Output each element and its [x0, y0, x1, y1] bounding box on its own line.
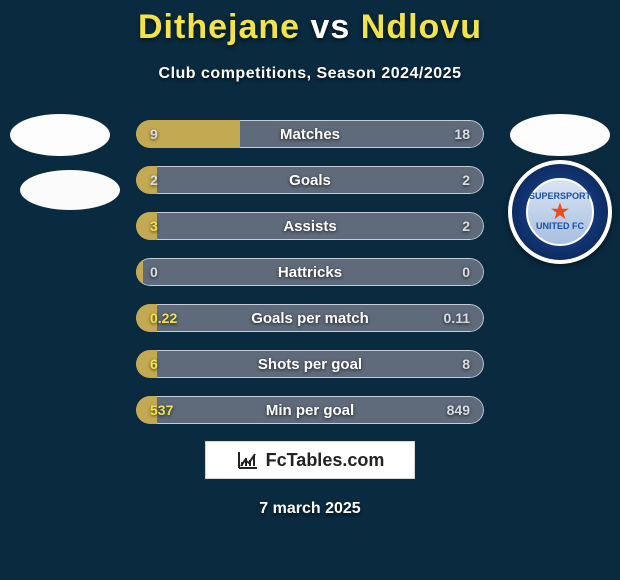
stat-row: 0.220.11Goals per match: [136, 304, 484, 332]
badge-star-icon: ★: [551, 202, 569, 222]
player2-avatar-placeholder: [510, 114, 610, 156]
stat-label: Shots per goal: [136, 350, 484, 378]
stat-row: 918Matches: [136, 120, 484, 148]
date-label: 7 march 2025: [0, 500, 620, 518]
stat-label: Hattricks: [136, 258, 484, 286]
player1-club-placeholder: [20, 170, 120, 210]
stat-row: 00Hattricks: [136, 258, 484, 286]
chart-icon: [236, 448, 260, 472]
badge-top-text: SUPERSPORT: [529, 192, 591, 202]
stat-label: Matches: [136, 120, 484, 148]
player2-name: Ndlovu: [361, 8, 482, 46]
page-title: Dithejane vs Ndlovu: [0, 8, 620, 47]
player1-avatar-placeholder: [10, 114, 110, 156]
stat-label: Assists: [136, 212, 484, 240]
vs-label: vs: [311, 8, 351, 46]
stat-label: Goals: [136, 166, 484, 194]
stat-row: 68Shots per goal: [136, 350, 484, 378]
player2-club-badge: SUPERSPORT ★ UNITED FC: [508, 160, 612, 264]
brand-name: FcTables.com: [266, 450, 385, 471]
brand-footer: FcTables.com: [205, 441, 415, 479]
badge-bottom-text: UNITED FC: [536, 222, 584, 232]
stat-row: 537849Min per goal: [136, 396, 484, 424]
stats-container: 918Matches 22Goals 32Assists 00Hattricks 0.2…: [136, 120, 484, 442]
player1-name: Dithejane: [138, 8, 300, 46]
stat-label: Min per goal: [136, 396, 484, 424]
stat-label: Goals per match: [136, 304, 484, 332]
comparison-card: Dithejane vs Ndlovu Club competitions, S…: [0, 0, 620, 580]
club-badge-inner: SUPERSPORT ★ UNITED FC: [526, 178, 594, 246]
subtitle: Club competitions, Season 2024/2025: [0, 65, 620, 83]
stat-row: 32Assists: [136, 212, 484, 240]
stat-row: 22Goals: [136, 166, 484, 194]
